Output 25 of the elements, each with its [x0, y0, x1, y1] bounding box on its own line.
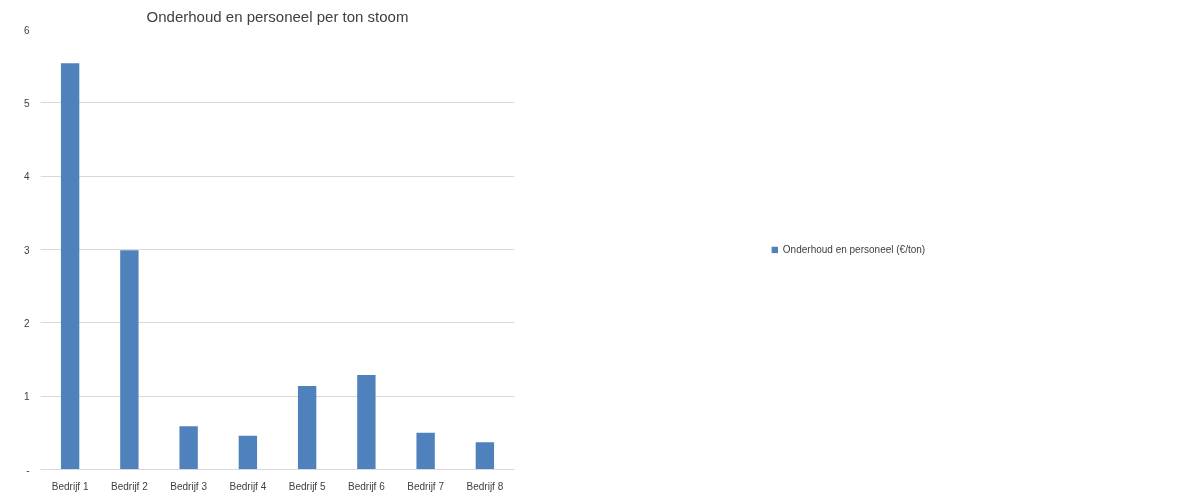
y-tick-label: 4 — [23, 171, 30, 183]
x-tick-label: Bedrijf 7 — [407, 480, 445, 492]
y-tick-label: 2 — [23, 317, 30, 329]
x-tick-label: Bedrijf 1 — [51, 480, 89, 492]
bar — [416, 432, 435, 470]
x-tick-label: Bedrijf 6 — [348, 480, 386, 492]
y-tick-label: - — [26, 464, 30, 476]
bar — [238, 435, 258, 470]
y-tick-label: 6 — [23, 24, 30, 36]
x-tick-label: Bedrijf 5 — [288, 480, 326, 492]
x-tick-label: Bedrijf 8 — [466, 480, 504, 492]
x-tick-label: Bedrijf 2 — [111, 480, 149, 492]
y-tick-label: 5 — [23, 97, 30, 109]
bar — [357, 374, 376, 470]
chart-title: Onderhoud en personeel per ton stoom — [146, 7, 409, 25]
x-tick-label: Bedrijf 4 — [229, 480, 267, 492]
y-tick-label: 1 — [23, 391, 30, 403]
legend-label: Onderhoud en personeel (€/ton) — [782, 243, 926, 255]
bar — [179, 426, 198, 470]
bar — [297, 385, 317, 470]
x-tick-label: Bedrijf 3 — [170, 480, 208, 492]
bar — [120, 250, 139, 470]
bar — [475, 442, 495, 470]
y-tick-label: 3 — [23, 244, 30, 256]
bar — [60, 63, 80, 470]
